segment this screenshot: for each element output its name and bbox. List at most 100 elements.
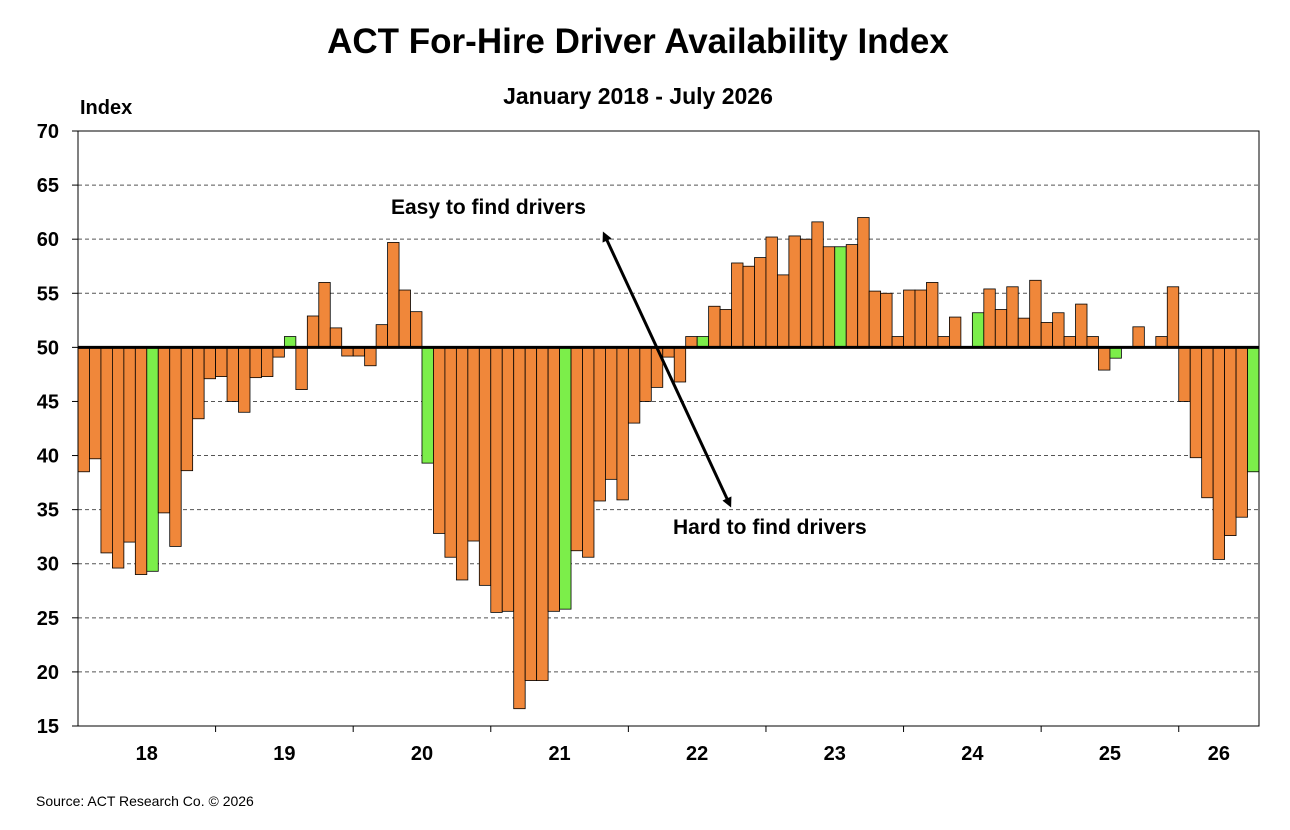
bar xyxy=(1224,346,1237,537)
bar xyxy=(238,346,251,413)
bar xyxy=(524,346,538,681)
bar xyxy=(673,346,687,383)
bar xyxy=(536,346,549,681)
y-tick-label: 30 xyxy=(37,554,59,576)
bar xyxy=(249,346,262,379)
x-tick-label: 18 xyxy=(136,743,158,765)
y-tick-label: 70 xyxy=(37,121,59,143)
bar xyxy=(1063,336,1076,348)
x-tick-label: 25 xyxy=(1099,743,1121,765)
annotation-arrow xyxy=(602,231,732,508)
bar xyxy=(444,346,457,558)
bar xyxy=(364,346,377,367)
bar xyxy=(582,346,595,558)
bar xyxy=(1235,346,1248,518)
bar xyxy=(719,309,732,348)
bar xyxy=(822,246,836,348)
bar xyxy=(157,346,171,514)
annotation-hard: Hard to find drivers xyxy=(673,516,867,539)
bar xyxy=(696,336,710,348)
bar xyxy=(375,324,388,348)
bar xyxy=(777,274,790,348)
bar xyxy=(215,346,228,377)
bar xyxy=(926,282,939,348)
bar xyxy=(639,346,652,402)
bar xyxy=(1098,346,1111,371)
y-tick-label: 65 xyxy=(37,175,59,197)
bar xyxy=(593,346,606,502)
bar xyxy=(971,312,985,348)
axes: 15 20 25 30 35 40 45 50 55 60 65 70 18 19 20 21 22 23 24 25… xyxy=(37,121,1260,765)
y-axis-label: Index xyxy=(80,97,133,119)
bar xyxy=(192,346,205,420)
x-tick-label: 22 xyxy=(686,743,708,765)
bar xyxy=(100,346,113,554)
bar xyxy=(77,346,90,473)
bar xyxy=(1166,286,1180,348)
y-tick-label: 55 xyxy=(37,283,59,305)
bar xyxy=(1040,322,1054,348)
bar xyxy=(306,315,320,348)
chart-title: ACT For-Hire Driver Availability Index xyxy=(327,22,949,61)
bar xyxy=(490,346,503,613)
bar xyxy=(605,346,618,480)
bar xyxy=(169,346,182,547)
bar xyxy=(1247,346,1260,473)
bar xyxy=(410,311,423,348)
bar xyxy=(1155,336,1168,348)
bar xyxy=(1109,346,1122,359)
bar xyxy=(1052,312,1065,348)
bar xyxy=(1178,346,1191,402)
y-tick-label: 25 xyxy=(37,608,59,630)
bar xyxy=(1132,326,1145,348)
bar xyxy=(433,346,446,534)
bar xyxy=(742,265,755,348)
bar xyxy=(261,346,274,377)
bar xyxy=(834,246,847,348)
bar xyxy=(914,289,927,348)
bar xyxy=(398,289,411,348)
bar xyxy=(111,346,125,569)
bar xyxy=(627,346,641,424)
x-tick-label: 26 xyxy=(1208,743,1230,765)
y-tick-label: 40 xyxy=(37,446,59,468)
y-tick-label: 20 xyxy=(37,662,59,684)
x-tick-label: 20 xyxy=(411,743,433,765)
plot-frame xyxy=(77,130,1260,727)
bar xyxy=(994,309,1008,348)
bar xyxy=(1212,346,1226,560)
bar xyxy=(857,217,870,348)
y-tick-label: 50 xyxy=(37,337,59,359)
bar xyxy=(89,346,102,460)
bar xyxy=(226,346,239,402)
bar xyxy=(501,346,515,612)
bar xyxy=(731,262,744,348)
annotations: Easy to find drivers Hard to find driver… xyxy=(391,196,867,539)
bar xyxy=(1075,303,1088,348)
bar xyxy=(146,346,159,572)
bar xyxy=(547,346,560,612)
bar xyxy=(134,346,148,575)
bar xyxy=(329,327,343,348)
bar xyxy=(1006,286,1019,348)
annotation-easy: Easy to find drivers xyxy=(391,196,586,219)
bar xyxy=(754,257,767,348)
bar xyxy=(949,316,962,348)
bar xyxy=(570,346,583,552)
bar xyxy=(880,292,893,348)
bar xyxy=(123,346,136,543)
bar xyxy=(891,336,904,348)
bar xyxy=(616,346,629,501)
y-tick-label: 35 xyxy=(37,500,59,522)
y-tick-label: 15 xyxy=(37,716,59,738)
bar xyxy=(478,346,492,586)
bar xyxy=(387,242,400,348)
bar xyxy=(1189,346,1203,459)
bar xyxy=(708,305,721,348)
x-tick-label: 21 xyxy=(548,743,570,765)
bar xyxy=(799,238,813,348)
bar xyxy=(180,346,194,472)
bar xyxy=(455,346,469,581)
bar xyxy=(295,346,308,390)
